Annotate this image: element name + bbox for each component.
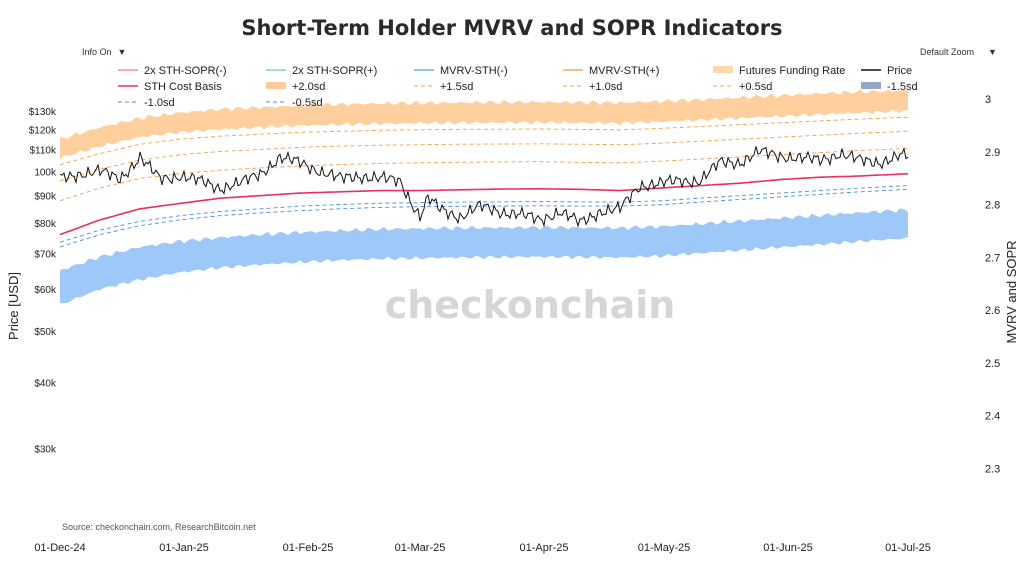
legend-item[interactable]: -0.5sd (266, 97, 323, 109)
legend-label: Futures Funding Rate (739, 65, 845, 77)
band-minus-1-5sd (60, 208, 908, 304)
legend-label: 2x STH-SOPR(+) (292, 65, 377, 77)
price-line (59, 146, 909, 228)
price-series (59, 146, 909, 228)
info-toggle-label: Info On (82, 47, 112, 57)
y-axis-title: Price [USD] (6, 272, 21, 340)
legend-swatch (266, 82, 286, 89)
legend-item[interactable]: +0.5sd (713, 81, 772, 93)
y2-tick-label: 2.7 (985, 252, 1000, 264)
x-tick-label: 01-Dec-24 (34, 542, 85, 554)
legend-swatch (713, 66, 733, 73)
legend-swatch (861, 82, 881, 89)
y-tick-label: $120k (29, 125, 57, 136)
legend-label: MVRV-STH(+) (589, 65, 659, 77)
legend-label: STH Cost Basis (144, 81, 222, 93)
sd-bands (60, 89, 908, 304)
price-axis: $30k $40k $50k $60k $70k $80k $90k 100k $110k $12… (29, 107, 57, 456)
legend-item[interactable]: +2.0sd (266, 81, 325, 93)
legend-label: -1.0sd (144, 97, 175, 109)
y-tick-label: $130k (29, 107, 57, 118)
legend-label: Price (887, 65, 912, 77)
y2-tick-label: 2.8 (985, 200, 1000, 212)
sth-cost-basis-line (59, 172, 909, 236)
line-plus-1sd (59, 130, 909, 182)
y-tick-label: $30k (34, 445, 57, 456)
legend-item[interactable]: Price (861, 65, 912, 77)
legend-label: +2.0sd (292, 81, 325, 93)
legend-item[interactable]: -1.5sd (861, 81, 918, 93)
legend-item[interactable]: MVRV-STH(-) (414, 65, 508, 77)
y-tick-label: $90k (34, 192, 57, 203)
y2-tick-label: 2.5 (985, 358, 1000, 370)
legend-item[interactable]: 2x STH-SOPR(-) (118, 65, 227, 77)
legend-label: +1.0sd (589, 81, 622, 93)
chevron-down-icon: ▼ (117, 47, 127, 57)
y2-tick-label: 2.6 (985, 305, 1000, 317)
x-tick-label: 01-May-25 (638, 542, 691, 554)
page-title: Short-Term Holder MVRV and SOPR Indicato… (241, 16, 783, 40)
legend-item[interactable]: +1.5sd (414, 81, 473, 93)
chevron-down-icon: ▼ (988, 47, 997, 57)
x-tick-label: 01-Mar-25 (395, 542, 446, 554)
legend-label: -0.5sd (292, 97, 323, 109)
legend-label: MVRV-STH(-) (440, 65, 508, 77)
band-plus-2sd (60, 89, 908, 159)
legend-label: +0.5sd (739, 81, 772, 93)
y-tick-label: $60k (34, 285, 57, 296)
y2-tick-label: 2.9 (985, 147, 1000, 159)
y-tick-label: $70k (34, 250, 57, 261)
y-tick-label: 100k (34, 167, 57, 178)
chart-legend[interactable]: 2x STH-SOPR(-) 2x STH-SOPR(+) MVRV-STH(-) M… (118, 65, 918, 109)
legend-label: 2x STH-SOPR(-) (144, 65, 227, 77)
legend-item[interactable]: 2x STH-SOPR(+) (266, 65, 377, 77)
watermark: checkonchain (385, 283, 676, 327)
y-tick-label: $80k (34, 219, 57, 230)
y-tick-label: $50k (34, 327, 57, 338)
y2-tick-label: 2.3 (985, 463, 1000, 475)
x-tick-label: 01-Jan-25 (159, 542, 209, 554)
y2-tick-label: 3 (985, 94, 991, 106)
line-plus-0-5sd (59, 147, 909, 202)
indicator-lines (59, 116, 909, 248)
zoom-dropdown[interactable]: Default Zoom ▼ (920, 47, 997, 57)
legend-item[interactable]: +1.0sd (563, 81, 622, 93)
y2-axis-title: MVRV and SOPR (1004, 240, 1019, 343)
y-tick-label: $110k (29, 145, 57, 156)
x-tick-label: 01-Jul-25 (885, 542, 931, 554)
legend-item[interactable]: MVRV-STH(+) (563, 65, 659, 77)
ratio-axis: 2.3 2.4 2.5 2.6 2.7 2.8 2.9 3 (985, 94, 1000, 475)
line-minus-0-5sd (59, 185, 909, 243)
x-tick-label: 01-Apr-25 (520, 542, 569, 554)
line-plus-1-5sd (59, 116, 909, 166)
x-tick-label: 01-Jun-25 (763, 542, 813, 554)
info-toggle[interactable]: Info On ▼ (82, 47, 126, 57)
legend-label: -1.5sd (887, 81, 918, 93)
zoom-dropdown-label: Default Zoom (920, 47, 975, 57)
x-tick-label: 01-Feb-25 (283, 542, 334, 554)
legend-item[interactable]: Futures Funding Rate (713, 65, 845, 77)
date-axis: 01-Dec-24 01-Jan-25 01-Feb-25 01-Mar-25 01-A… (34, 542, 931, 554)
legend-label: +1.5sd (440, 81, 473, 93)
y2-tick-label: 2.4 (985, 411, 1000, 423)
legend-item[interactable]: STH Cost Basis (118, 81, 222, 93)
source-note: Source: checkonchain.com, ResearchBitcoi… (62, 522, 256, 532)
legend-item[interactable]: -1.0sd (118, 97, 175, 109)
y-tick-label: $40k (34, 378, 57, 389)
